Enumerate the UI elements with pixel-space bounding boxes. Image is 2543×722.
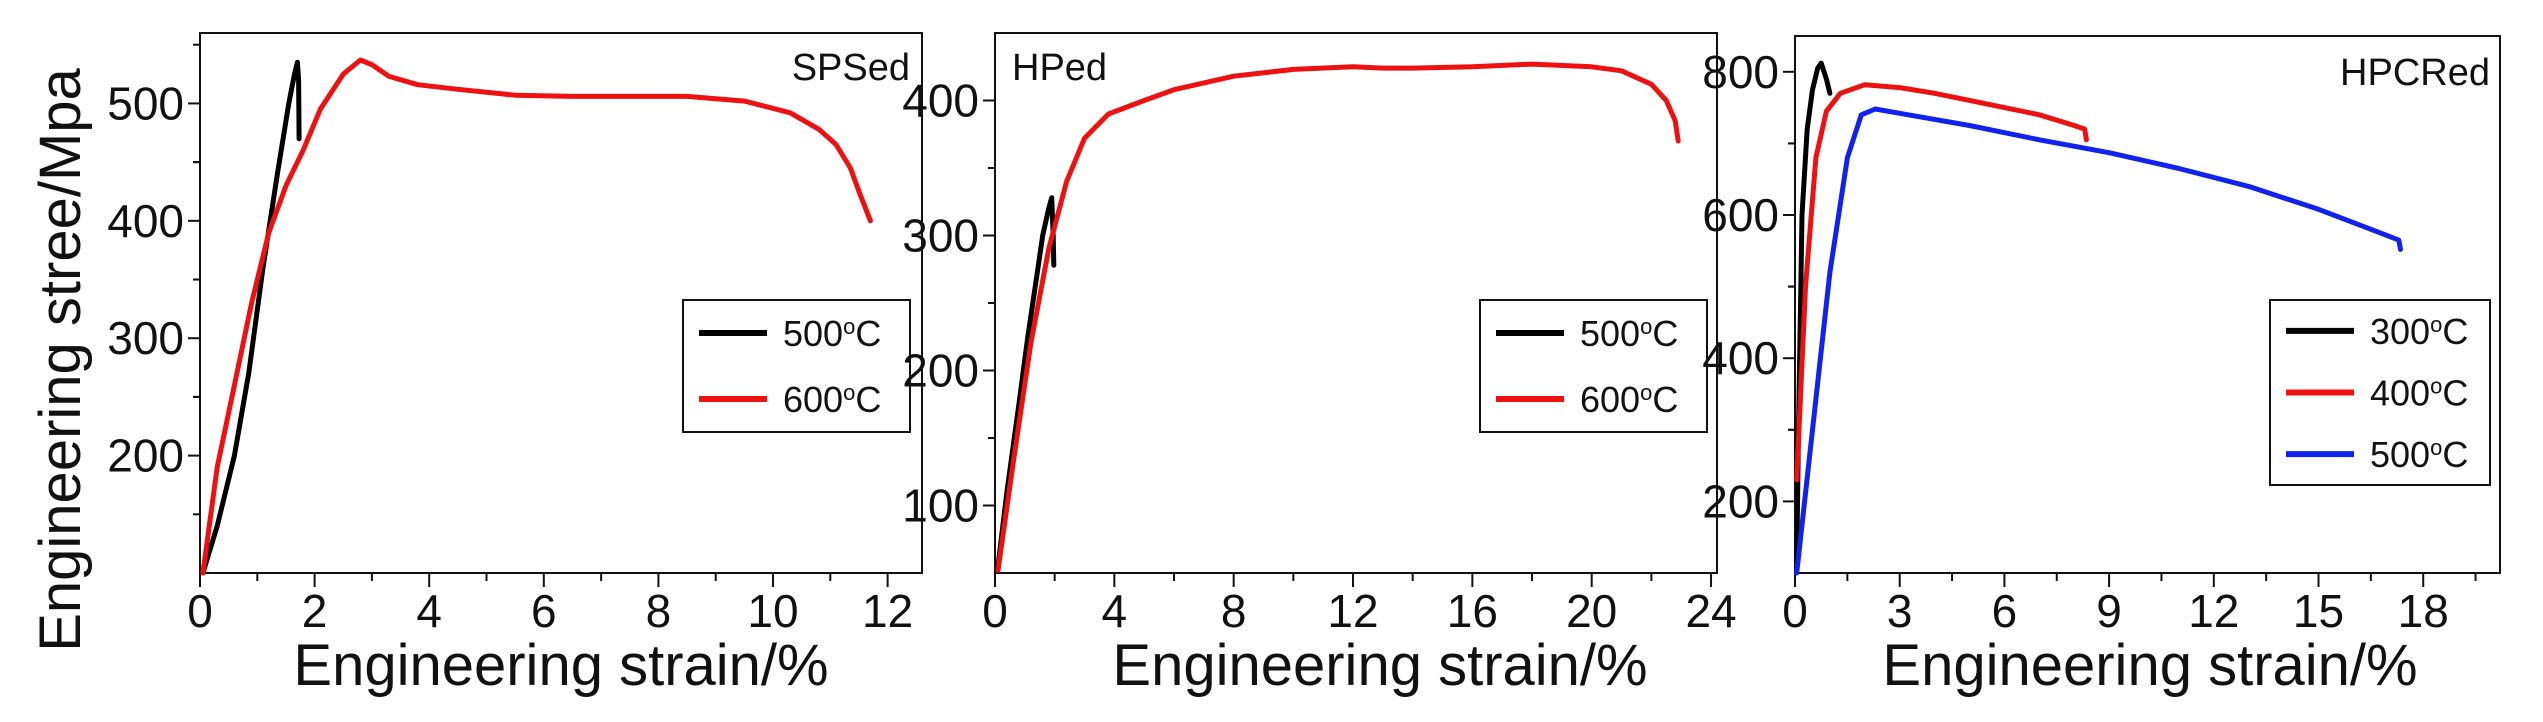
x-tick-label: 20 [1566, 585, 1617, 637]
x-tick-label: 0 [187, 585, 213, 637]
x-tick-label: 0 [982, 585, 1008, 637]
x-tick-label: 12 [862, 585, 913, 637]
y-tick-label: 200 [107, 430, 184, 482]
series-line-2 [1794, 106, 2403, 576]
tick-labels: 0 2 4 6 8 10 12 200 300 400 500 [107, 77, 913, 637]
legend-box [682, 299, 911, 433]
x-tick-label: 15 [2293, 585, 2344, 637]
panel-title: HPed [1012, 47, 1107, 89]
legend-label-1: 600oC [1580, 379, 1678, 420]
ticks [188, 43, 889, 587]
legend-label-1: 400oC [2370, 373, 2468, 414]
ticks [1783, 70, 2477, 587]
y-tick-label: 300 [107, 312, 184, 364]
panel-title: SPSed [792, 47, 910, 89]
series-line-0 [1794, 60, 1833, 569]
x-tick-label: 4 [416, 585, 442, 637]
x-tick-label: 10 [747, 585, 798, 637]
y-tick-label: 100 [902, 480, 979, 532]
plot-frame [1794, 35, 2501, 574]
y-tick-label: 600 [1702, 189, 1779, 241]
series-layer [1794, 60, 2403, 576]
x-tick-label: 3 [1887, 585, 1913, 637]
y-tick-label: 300 [902, 210, 979, 262]
legend-label-1: 600oC [783, 379, 881, 420]
legend: 300oC 400oC 500oC [2269, 299, 2491, 486]
legend-label-0: 500oC [783, 313, 881, 354]
series-line-1 [995, 61, 1681, 573]
x-tick-label: 24 [1685, 585, 1736, 637]
x-tick-label: 0 [1782, 585, 1808, 637]
x-tick-label: 18 [2398, 585, 2449, 637]
y-axis-label: Engineering stree/Mpa [28, 67, 93, 651]
y-tick-label: 400 [902, 75, 979, 127]
x-tick-label: 6 [531, 585, 557, 637]
legend-label-0: 500oC [1580, 313, 1678, 354]
x-tick-label: 4 [1102, 585, 1128, 637]
series-line-1 [1794, 82, 2089, 483]
x-tick-label: 8 [1221, 585, 1247, 637]
series-line-1 [200, 57, 873, 576]
x-tick-label: 12 [1327, 585, 1378, 637]
series-layer [995, 61, 1681, 573]
y-tick-label: 500 [107, 77, 184, 129]
x-tick-label: 9 [2096, 585, 2122, 637]
legend-box [1479, 299, 1708, 433]
legend: 500oC 600oC [682, 299, 911, 433]
x-tick-label: 16 [1447, 585, 1498, 637]
x-axis-label: Engineering strain/% [1112, 633, 1647, 698]
ticks [983, 99, 1713, 587]
x-tick-label: 2 [302, 585, 328, 637]
plot-frame [199, 32, 923, 574]
y-tick-label: 400 [1702, 332, 1779, 384]
legend-label-2: 500oC [2370, 434, 2468, 475]
series-line-0 [200, 59, 302, 576]
x-tick-label: 6 [1992, 585, 2018, 637]
x-tick-label: 12 [2188, 585, 2239, 637]
panel-title: HPCRed [2340, 52, 2490, 94]
y-tick-label: 200 [1702, 475, 1779, 527]
tick-labels: 0 4 8 12 16 20 24 100 200 300 400 [902, 75, 1736, 638]
series-layer [200, 57, 873, 576]
chart-panel-hpcred: 0 3 6 9 12 15 18 200 400 600 800 HPCRed Engineerin… [1702, 35, 2501, 698]
chart-panel-hped: 0 4 8 12 16 20 24 100 200 300 400 HPed Engineering… [902, 32, 1737, 698]
chart-panel-spsed: 0 2 4 6 8 10 12 200 300 400 500 SPSed Engineering … [107, 32, 923, 698]
y-tick-label: 400 [107, 195, 184, 247]
y-tick-label: 200 [902, 345, 979, 397]
legend-label-0: 300oC [2370, 311, 2468, 352]
x-tick-label: 8 [646, 585, 672, 637]
tick-labels: 0 3 6 9 12 15 18 200 400 600 800 [1702, 46, 2449, 637]
legend: 500oC 600oC [1479, 299, 1708, 433]
y-tick-label: 800 [1702, 46, 1779, 98]
x-axis-label: Engineering strain/% [1882, 633, 2417, 698]
x-axis-label: Engineering strain/% [293, 633, 828, 698]
